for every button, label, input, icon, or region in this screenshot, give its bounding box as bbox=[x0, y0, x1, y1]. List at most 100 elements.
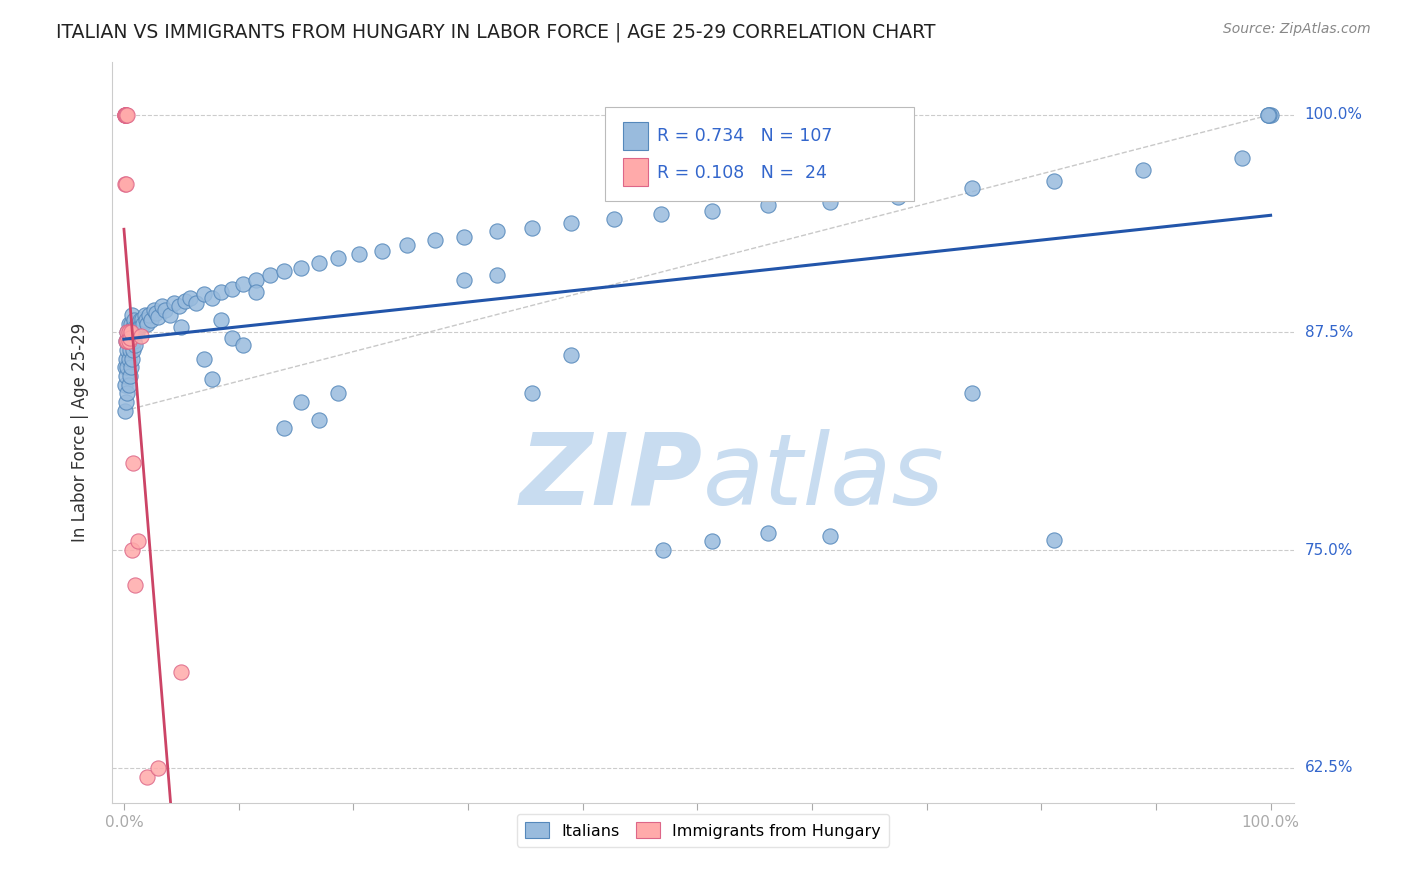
Point bbox=[118, 331, 141, 345]
Point bbox=[142, 302, 165, 317]
Point bbox=[290, 395, 312, 409]
Text: ITALIAN VS IMMIGRANTS FROM HUNGARY IN LABOR FORCE | AGE 25-29 CORRELATION CHART: ITALIAN VS IMMIGRANTS FROM HUNGARY IN LA… bbox=[56, 22, 936, 42]
Point bbox=[114, 377, 136, 392]
Text: 75.0%: 75.0% bbox=[1305, 542, 1353, 558]
Point bbox=[179, 291, 201, 305]
Point bbox=[756, 198, 779, 212]
Point bbox=[114, 178, 136, 192]
Point bbox=[141, 313, 163, 327]
Point bbox=[221, 331, 243, 345]
Point bbox=[560, 348, 582, 362]
Point bbox=[117, 343, 139, 357]
Point bbox=[132, 317, 155, 331]
Point bbox=[120, 317, 142, 331]
Point bbox=[150, 299, 173, 313]
Point bbox=[120, 360, 142, 375]
Point bbox=[135, 313, 157, 327]
Point bbox=[117, 334, 139, 348]
Point bbox=[122, 320, 145, 334]
Point bbox=[245, 285, 267, 300]
Point bbox=[308, 412, 330, 426]
Text: 62.5%: 62.5% bbox=[1305, 761, 1353, 775]
Text: 100.0%: 100.0% bbox=[1305, 107, 1362, 122]
Point bbox=[259, 268, 281, 282]
Y-axis label: In Labor Force | Age 25-29: In Labor Force | Age 25-29 bbox=[70, 323, 89, 542]
Point bbox=[114, 404, 136, 418]
Point bbox=[159, 308, 181, 322]
Point bbox=[117, 326, 139, 340]
Point bbox=[520, 221, 543, 235]
Point bbox=[1043, 174, 1066, 188]
Point bbox=[328, 251, 350, 265]
Point bbox=[118, 343, 141, 357]
Point bbox=[122, 343, 145, 357]
Point bbox=[756, 525, 779, 540]
Point bbox=[148, 310, 170, 324]
Point bbox=[115, 395, 138, 409]
Point bbox=[423, 233, 446, 247]
Point bbox=[1260, 108, 1282, 122]
Point bbox=[115, 108, 138, 122]
Point bbox=[167, 299, 190, 313]
Text: 87.5%: 87.5% bbox=[1305, 325, 1353, 340]
Point bbox=[129, 318, 152, 333]
Point bbox=[485, 268, 508, 282]
Point bbox=[127, 317, 149, 331]
Point bbox=[120, 334, 142, 348]
Point bbox=[453, 229, 475, 244]
Point bbox=[209, 313, 232, 327]
Point bbox=[122, 313, 145, 327]
Point bbox=[135, 770, 157, 784]
Point bbox=[232, 277, 254, 291]
Point bbox=[118, 326, 141, 340]
Point bbox=[115, 334, 138, 348]
Point bbox=[308, 256, 330, 270]
Point bbox=[134, 308, 156, 322]
Point bbox=[114, 360, 136, 375]
Point bbox=[115, 369, 138, 384]
Point bbox=[221, 282, 243, 296]
Point bbox=[128, 320, 150, 334]
Point bbox=[186, 296, 208, 310]
Point bbox=[117, 360, 139, 375]
Point bbox=[117, 108, 139, 122]
Point bbox=[114, 108, 136, 122]
Point bbox=[173, 294, 195, 309]
Point bbox=[121, 331, 143, 345]
Point bbox=[135, 317, 157, 331]
Point bbox=[396, 238, 419, 252]
Point bbox=[1257, 108, 1279, 122]
Point bbox=[125, 326, 148, 340]
Point bbox=[114, 108, 136, 122]
Point bbox=[121, 308, 143, 322]
Point bbox=[170, 665, 193, 680]
Point bbox=[485, 224, 508, 238]
Point bbox=[117, 386, 139, 401]
Point bbox=[887, 189, 910, 203]
Text: atlas: atlas bbox=[703, 428, 945, 525]
Point bbox=[1230, 151, 1253, 165]
Point bbox=[117, 377, 139, 392]
Point bbox=[121, 543, 143, 558]
Point bbox=[820, 194, 842, 209]
Point bbox=[193, 287, 215, 301]
Point bbox=[117, 326, 139, 340]
Point bbox=[117, 334, 139, 348]
Point bbox=[114, 108, 136, 122]
Point bbox=[702, 203, 724, 218]
Point bbox=[1258, 108, 1281, 122]
Point bbox=[115, 334, 138, 348]
Text: Source: ZipAtlas.com: Source: ZipAtlas.com bbox=[1223, 22, 1371, 37]
Point bbox=[328, 386, 350, 401]
Point bbox=[117, 334, 139, 348]
Point bbox=[1043, 533, 1066, 547]
Point bbox=[290, 260, 312, 275]
Point bbox=[117, 351, 139, 366]
Point bbox=[122, 334, 145, 348]
Point bbox=[1132, 163, 1154, 178]
Point bbox=[520, 386, 543, 401]
Point bbox=[201, 372, 224, 386]
Point bbox=[209, 285, 232, 300]
Point bbox=[232, 337, 254, 351]
Point bbox=[651, 543, 673, 558]
